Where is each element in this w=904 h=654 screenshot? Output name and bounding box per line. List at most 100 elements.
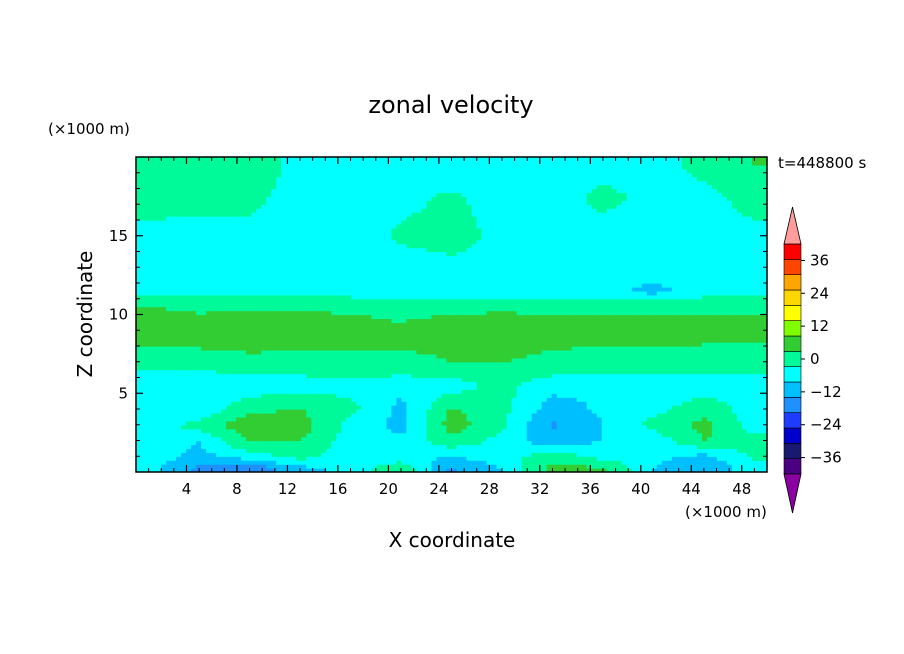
field-cell bbox=[406, 338, 413, 343]
field-cell bbox=[356, 464, 362, 469]
field-cell bbox=[221, 338, 227, 343]
field-cell bbox=[661, 389, 668, 394]
field-cell bbox=[241, 381, 247, 386]
field-cell bbox=[236, 314, 242, 320]
field-cell bbox=[531, 464, 538, 469]
field-cell bbox=[351, 456, 357, 461]
field-cell bbox=[321, 409, 327, 414]
field-cell bbox=[526, 401, 533, 406]
field-cell bbox=[396, 405, 403, 410]
field-cell bbox=[281, 361, 287, 367]
field-cell bbox=[336, 432, 342, 438]
field-cell bbox=[726, 393, 733, 398]
field-cell bbox=[451, 440, 458, 446]
field-cell bbox=[166, 349, 172, 355]
field-cell bbox=[296, 389, 302, 394]
field-cell bbox=[651, 393, 658, 398]
field-cell bbox=[236, 326, 242, 331]
field-cell bbox=[666, 385, 673, 390]
field-cell bbox=[696, 416, 703, 422]
field-cell bbox=[401, 401, 408, 406]
field-cell bbox=[401, 342, 408, 347]
field-cell bbox=[521, 357, 528, 363]
field-cell bbox=[496, 452, 503, 457]
field-cell bbox=[421, 385, 428, 390]
field-cell bbox=[616, 381, 623, 386]
field-cell bbox=[531, 326, 538, 331]
field-cell bbox=[626, 381, 633, 386]
field-cell bbox=[236, 432, 242, 438]
field-cell bbox=[401, 440, 408, 446]
field-cell bbox=[516, 412, 523, 418]
field-cell bbox=[581, 318, 588, 323]
field-cell bbox=[726, 464, 733, 469]
field-cell bbox=[196, 436, 202, 442]
field-cell bbox=[661, 397, 668, 402]
field-cell bbox=[521, 468, 528, 472]
field-cell bbox=[661, 318, 668, 323]
field-cell bbox=[471, 322, 478, 327]
field-cell bbox=[241, 412, 247, 418]
field-cell bbox=[621, 460, 628, 465]
field-cell bbox=[366, 460, 372, 465]
field-cell bbox=[526, 322, 533, 327]
field-cell bbox=[306, 412, 312, 418]
field-cell bbox=[406, 369, 413, 375]
field-cell bbox=[611, 322, 618, 327]
field-cell bbox=[576, 330, 583, 335]
field-cell bbox=[751, 448, 758, 453]
field-cell bbox=[706, 401, 713, 406]
field-cell bbox=[416, 468, 423, 472]
field-cell bbox=[431, 338, 438, 343]
field-cell bbox=[751, 405, 758, 410]
field-cell bbox=[176, 412, 182, 418]
field-cell bbox=[386, 460, 393, 465]
field-cell bbox=[671, 436, 678, 442]
field-cell bbox=[246, 377, 252, 383]
field-cell bbox=[541, 369, 548, 375]
field-cell bbox=[471, 346, 478, 351]
field-cell bbox=[296, 432, 302, 438]
field-cell bbox=[281, 440, 287, 446]
field-cell bbox=[721, 405, 728, 410]
field-cell bbox=[636, 432, 643, 438]
field-cell bbox=[461, 357, 468, 363]
field-cell bbox=[151, 373, 157, 379]
field-cell bbox=[306, 440, 312, 446]
field-cell bbox=[691, 405, 698, 410]
field-cell bbox=[391, 361, 398, 367]
field-cell bbox=[326, 440, 332, 446]
field-cell bbox=[686, 401, 693, 406]
field-cell bbox=[271, 401, 277, 406]
field-cell bbox=[521, 393, 528, 398]
field-cell bbox=[581, 428, 588, 434]
field-cell bbox=[136, 428, 142, 434]
field-cell bbox=[636, 369, 643, 375]
field-cell bbox=[351, 385, 357, 390]
field-cell bbox=[731, 322, 738, 327]
field-cell bbox=[196, 338, 202, 343]
field-cell bbox=[361, 361, 367, 367]
field-cell bbox=[311, 424, 317, 430]
field-cell bbox=[241, 432, 247, 438]
field-cell bbox=[241, 330, 247, 335]
field-cell bbox=[676, 342, 683, 347]
field-cell bbox=[181, 412, 187, 418]
field-cell bbox=[441, 401, 448, 406]
field-cell bbox=[501, 440, 508, 446]
field-cell bbox=[651, 373, 658, 379]
field-cell bbox=[546, 377, 553, 383]
field-cell bbox=[321, 373, 327, 379]
field-cell bbox=[441, 342, 448, 347]
field-cell bbox=[481, 314, 488, 320]
field-cell bbox=[411, 397, 418, 402]
field-cell bbox=[301, 448, 307, 453]
field-cell bbox=[581, 416, 588, 422]
field-cell bbox=[146, 361, 152, 367]
field-cell bbox=[406, 464, 413, 469]
field-cell bbox=[661, 405, 668, 410]
field-cell bbox=[496, 353, 503, 359]
field-cell bbox=[696, 357, 703, 363]
field-cell bbox=[226, 369, 232, 375]
field-cell bbox=[211, 318, 217, 323]
